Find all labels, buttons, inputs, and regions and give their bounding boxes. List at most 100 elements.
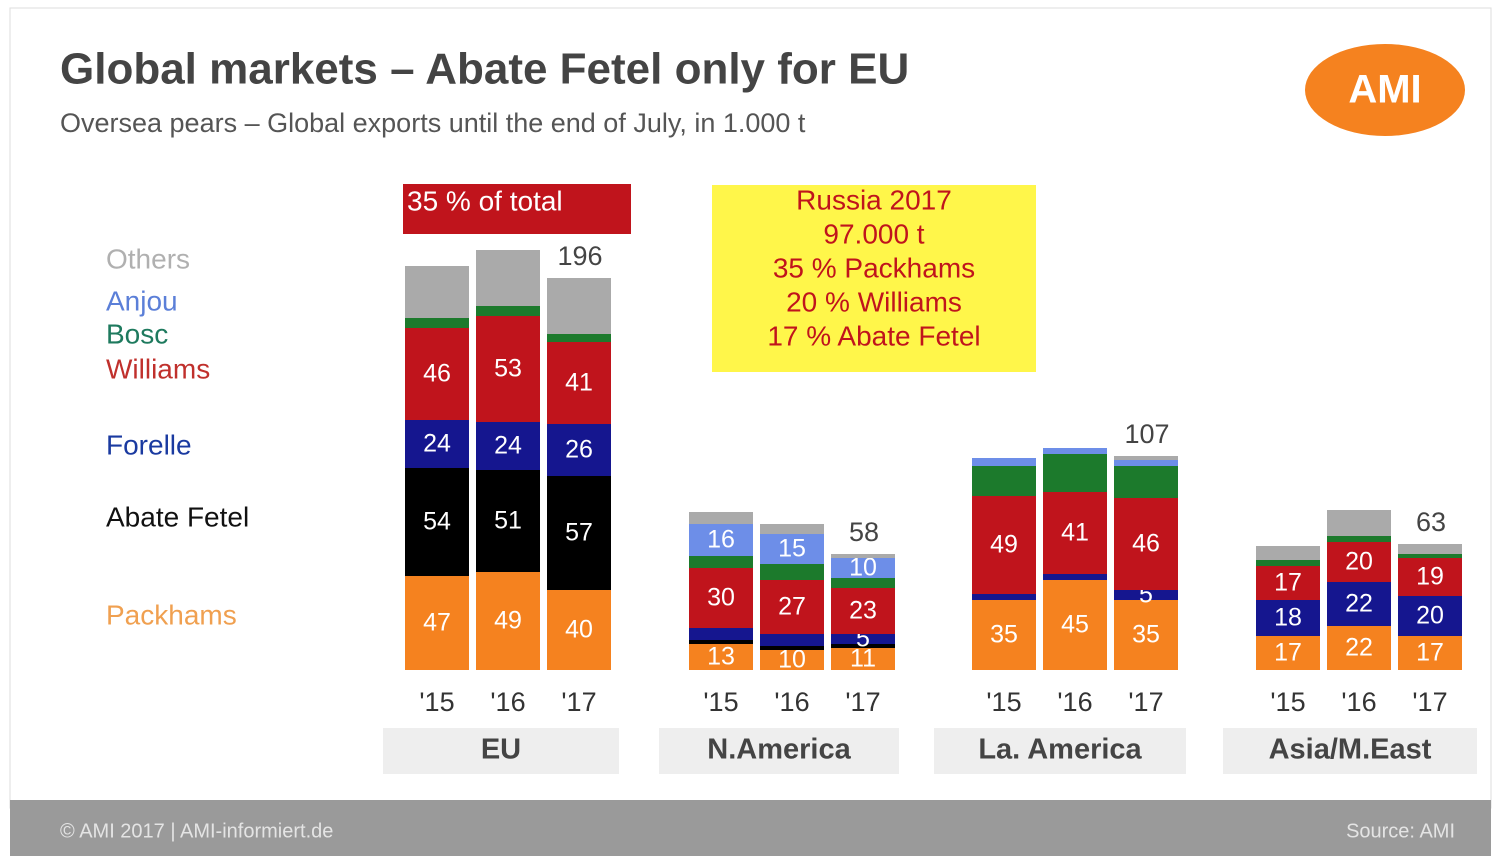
- data-label: 18: [1274, 604, 1302, 632]
- data-label: 51: [494, 507, 522, 535]
- data-label: 47: [423, 609, 451, 637]
- footer: © AMI 2017 | AMI-informiert.de: [60, 820, 333, 842]
- data-label: 57: [565, 519, 593, 547]
- annotation: Russia 2017: [796, 184, 952, 215]
- bar-segment: [547, 334, 611, 342]
- annotation: 20 % Williams: [786, 286, 962, 317]
- legend-label: Anjou: [106, 285, 178, 316]
- bar-segment: [1398, 554, 1462, 558]
- total-label: 63: [1416, 507, 1446, 537]
- data-label: 24: [494, 432, 522, 460]
- bar-segment: [476, 316, 540, 422]
- data-label: 22: [1345, 590, 1373, 618]
- bar-segment: [1256, 546, 1320, 560]
- bar-segment: [1327, 582, 1391, 626]
- bar-segment: [760, 646, 824, 650]
- data-label: 22: [1345, 634, 1373, 662]
- bar-segment: [1043, 448, 1107, 454]
- bar-segment: [1114, 456, 1178, 460]
- total-label: 107: [1124, 419, 1169, 449]
- total-label: 58: [849, 517, 879, 547]
- bar-segment: [405, 266, 469, 318]
- bar-segment: [1256, 566, 1320, 600]
- bar-segment: [689, 568, 753, 628]
- bar-segment: [831, 634, 895, 644]
- bar-segment: [547, 278, 611, 334]
- group-box: [1223, 728, 1477, 774]
- x-tick-label: '16: [774, 687, 809, 717]
- x-tick-label: '15: [419, 687, 454, 717]
- annotation: 35 % Packhams: [773, 252, 975, 283]
- data-label: 35: [990, 621, 1018, 649]
- bar-segment: [760, 580, 824, 634]
- bar-segment: [760, 650, 824, 670]
- bar-segment: [547, 424, 611, 476]
- bar-segment: [689, 524, 753, 556]
- bar-segment: [831, 648, 895, 670]
- bar-segment: [972, 600, 1036, 670]
- bar-segment: [405, 328, 469, 420]
- x-tick-label: '15: [703, 687, 738, 717]
- legend-label: Bosc: [106, 318, 168, 349]
- bar-segment: [760, 524, 824, 534]
- chart-title: Global markets – Abate Fetel only for EU: [60, 45, 909, 94]
- data-label: 20: [1416, 602, 1444, 630]
- bar-segment: [760, 634, 824, 646]
- group-box: [659, 728, 899, 774]
- bar-segment: [689, 512, 753, 524]
- bar-segment: [1114, 590, 1178, 600]
- bar-segment: [1114, 600, 1178, 670]
- source: Source: AMI: [1346, 820, 1455, 842]
- bar-segment: [1256, 636, 1320, 670]
- bar-segment: [1398, 596, 1462, 636]
- data-label: 27: [778, 593, 806, 621]
- x-tick-label: '16: [1341, 687, 1376, 717]
- x-tick-label: '16: [1057, 687, 1092, 717]
- group-box: [934, 728, 1186, 774]
- data-label: 10: [778, 646, 806, 674]
- data-label: 17: [1416, 639, 1444, 667]
- bar-segment: [831, 558, 895, 578]
- bar-segment: [972, 594, 1036, 600]
- bar-segment: [972, 466, 1036, 496]
- total-label: 196: [557, 241, 602, 271]
- data-label: 41: [565, 369, 593, 397]
- x-tick-label: '16: [490, 687, 525, 717]
- bar-segment: [1327, 536, 1391, 542]
- group-label: La. America: [978, 734, 1142, 766]
- group-label: N.America: [707, 734, 851, 766]
- group-box: [383, 728, 619, 774]
- data-label: 35: [1132, 621, 1160, 649]
- bar-segment: [476, 572, 540, 670]
- legend-label: Williams: [106, 353, 210, 384]
- footer-band: [10, 800, 1491, 856]
- bar-segment: [1327, 626, 1391, 670]
- data-label: 30: [707, 584, 735, 612]
- annotation-box: [403, 184, 631, 234]
- bar-segment: [1256, 600, 1320, 636]
- data-label: 15: [778, 535, 806, 563]
- bar-segment: [405, 420, 469, 468]
- data-label: 49: [990, 531, 1018, 559]
- bar-segment: [405, 576, 469, 670]
- data-label: 17: [1274, 639, 1302, 667]
- data-label: 54: [423, 508, 451, 536]
- bar-segment: [1043, 580, 1107, 670]
- x-tick-label: '17: [845, 687, 880, 717]
- bar-segment: [547, 590, 611, 670]
- data-label: 19: [1416, 563, 1444, 591]
- bar-segment: [1256, 560, 1320, 566]
- x-tick-label: '15: [1270, 687, 1305, 717]
- x-tick-label: '17: [1412, 687, 1447, 717]
- data-label: 41: [1061, 519, 1089, 547]
- data-label: 46: [1132, 530, 1160, 558]
- bar-segment: [760, 564, 824, 580]
- annotation: 35 % of total: [407, 185, 563, 216]
- bar-segment: [831, 644, 895, 648]
- bar-segment: [689, 640, 753, 644]
- x-tick-label: '15: [986, 687, 1021, 717]
- bar-segment: [1327, 510, 1391, 536]
- data-label: 17: [1274, 569, 1302, 597]
- data-label: 16: [707, 526, 735, 554]
- annotation: 17 % Abate Fetel: [767, 320, 980, 351]
